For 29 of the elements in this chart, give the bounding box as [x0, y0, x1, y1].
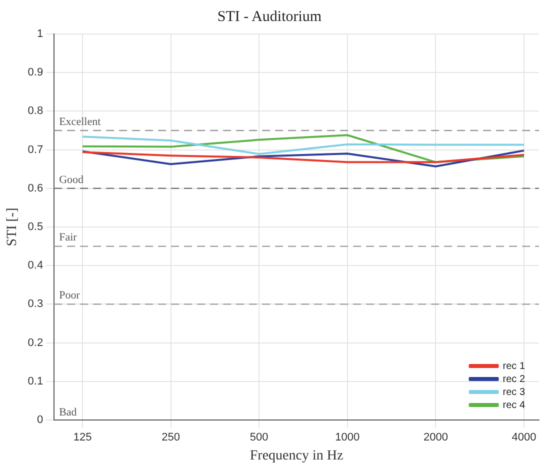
chart-title: STI - Auditorium: [217, 8, 322, 25]
ref-line-label: Poor: [59, 290, 80, 302]
y-tick-label: 0.4: [28, 260, 44, 272]
y-tick-label: 0.1: [28, 375, 44, 388]
legend-label: rec 1: [502, 360, 526, 372]
y-tick-label: 0: [36, 414, 44, 426]
x-tick-label: 250: [162, 432, 180, 444]
legend-label: rec 3: [502, 386, 526, 398]
y-tick-label: 1: [36, 28, 44, 40]
x-tick-label: 2000: [423, 432, 448, 444]
x-tick-label: 4000: [512, 432, 536, 444]
x-tick-label: 500: [250, 432, 268, 444]
ref-line-label: Fair: [59, 232, 78, 244]
ref-line-label: Excellent: [59, 116, 101, 128]
y-tick-label: 0.3: [28, 298, 44, 310]
y-tick-label: 0.7: [28, 144, 44, 156]
ref-line-label: Good: [59, 174, 84, 186]
y-tick-label: 0.8: [28, 105, 44, 118]
x-axis-title: Frequency in Hz: [250, 448, 344, 464]
annotation: Bad: [59, 406, 78, 418]
legend-label: rec 2: [502, 374, 526, 385]
y-tick-label: 0.6: [28, 182, 44, 194]
x-tick-label: 125: [73, 432, 92, 444]
y-axis-title: STI [-]: [5, 208, 20, 246]
y-tick-label: 0.5: [28, 221, 44, 234]
x-tick-label: 1000: [335, 432, 360, 444]
legend-label: rec 4: [502, 400, 526, 411]
y-tick-label: 0.2: [28, 336, 44, 349]
y-tick-label: 0.9: [28, 66, 44, 79]
